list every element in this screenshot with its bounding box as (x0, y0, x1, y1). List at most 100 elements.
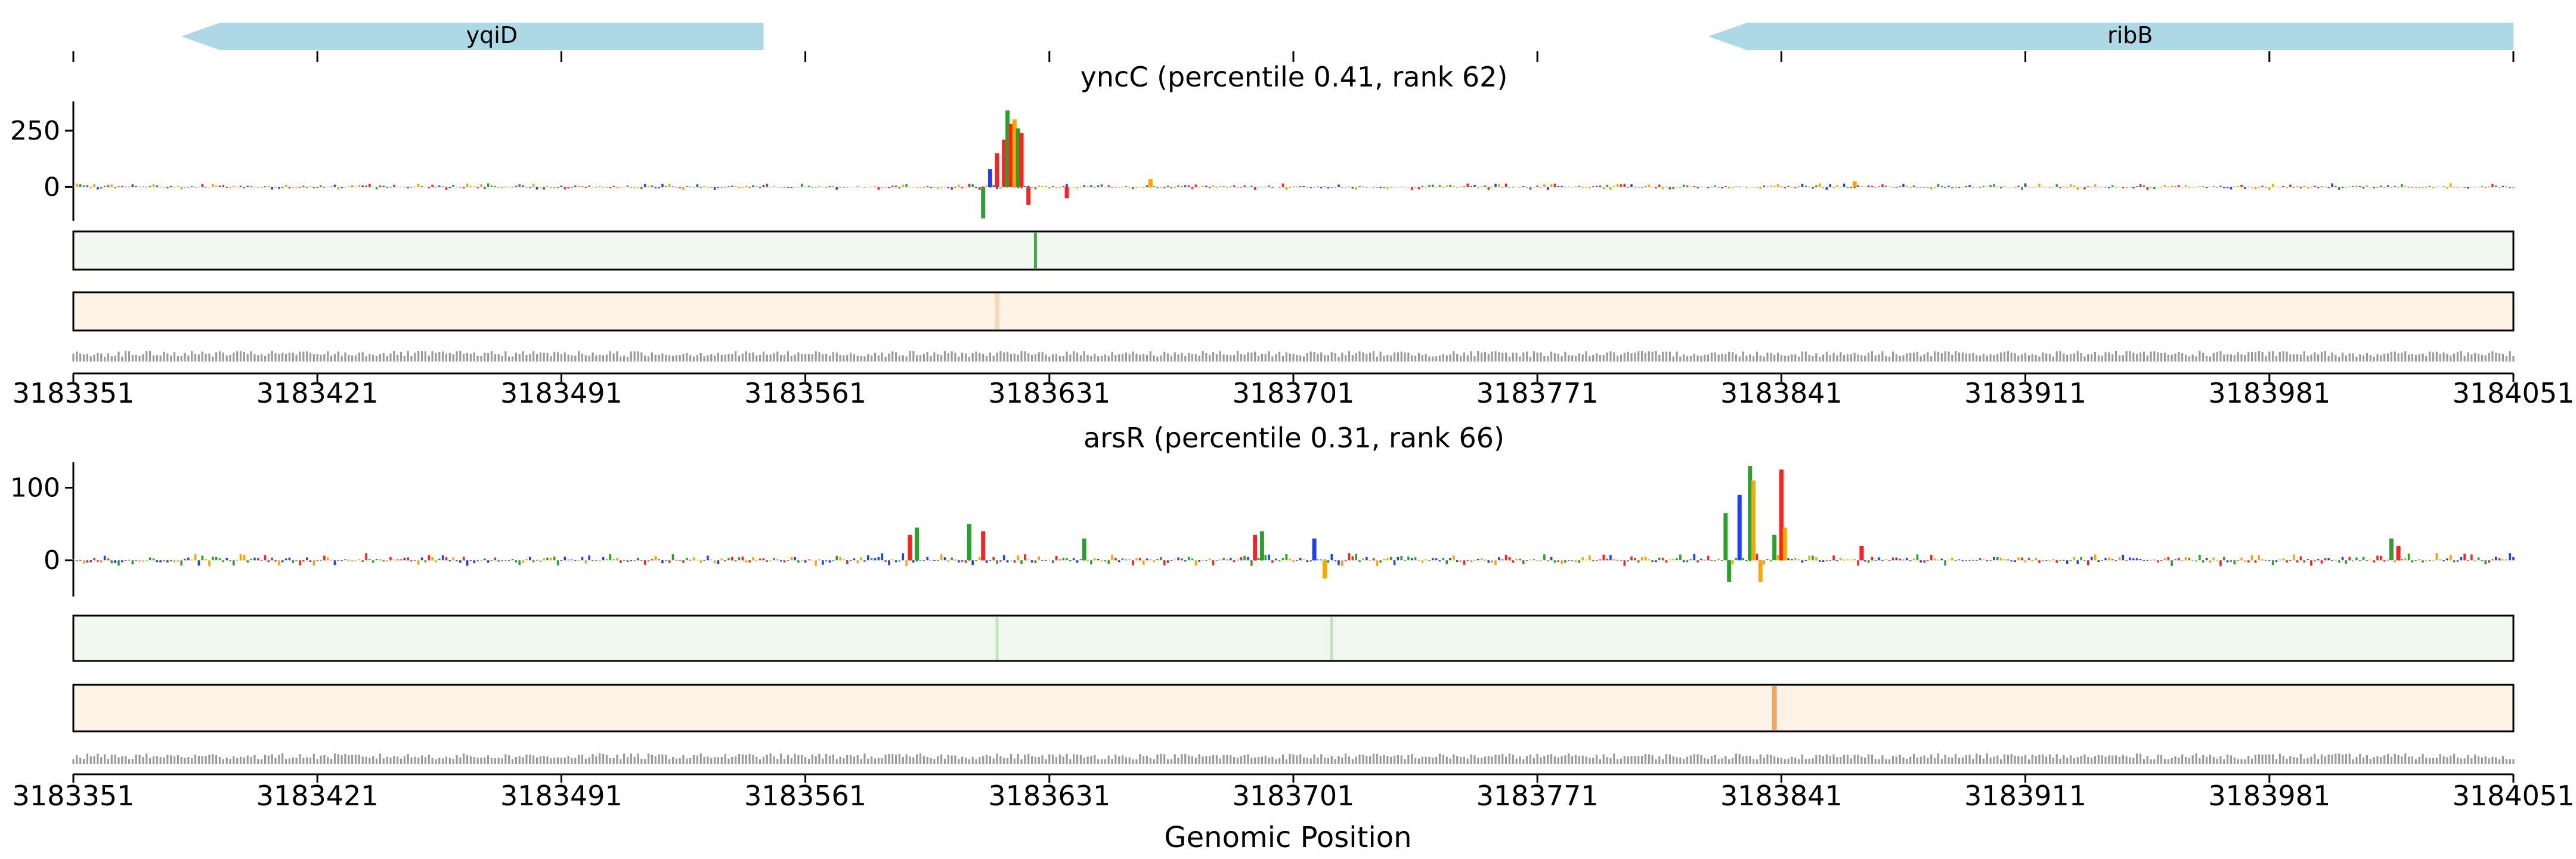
sequence-glyph (1473, 755, 1476, 764)
background-bar (1453, 186, 1455, 187)
sequence-glyph (501, 356, 503, 361)
background-bar (351, 186, 354, 187)
sequence-glyph (1693, 754, 1695, 764)
background-bar (1407, 556, 1410, 561)
background-bar (2135, 558, 2138, 561)
background-bar (2432, 187, 2435, 189)
sequence-glyph (337, 351, 339, 361)
sequence-glyph (2157, 754, 2159, 764)
background-bar (933, 560, 936, 561)
background-bar (2299, 556, 2302, 561)
background-bar (371, 560, 374, 563)
sequence-glyph (2240, 354, 2243, 361)
background-bar (2348, 557, 2351, 561)
background-bar (577, 186, 580, 187)
sequence-glyph (1145, 755, 1148, 764)
sequence-glyph (1435, 756, 1438, 764)
sequence-glyph (1069, 354, 1072, 361)
sequence-glyph (201, 756, 203, 764)
sequence-glyph (1885, 356, 1887, 361)
sequence-glyph (1121, 354, 1124, 361)
background-bar (233, 560, 235, 566)
sequence-glyph (1951, 354, 1953, 361)
sequence-glyph (2498, 759, 2501, 764)
sequence-glyph (1362, 755, 1364, 764)
background-bar (996, 187, 998, 189)
background-bar (239, 554, 242, 561)
sequence-glyph (233, 756, 235, 764)
sequence-glyph (205, 756, 207, 764)
background-bar (556, 560, 559, 566)
background-bar (107, 558, 110, 561)
background-bar (905, 560, 908, 566)
sequence-glyph (1617, 356, 1619, 361)
background-bar (2108, 557, 2110, 561)
sequence-glyph (1899, 754, 1901, 764)
sequence-glyph (1156, 356, 1159, 361)
sequence-glyph (1568, 355, 1570, 361)
sequence-glyph (1017, 354, 1019, 361)
y-tick-label: 0 (44, 545, 60, 576)
background-bar (2358, 186, 2361, 187)
sequence-glyph (2383, 755, 2386, 764)
background-bar (1745, 560, 1748, 561)
background-bar (1163, 560, 1166, 566)
background-bar (1212, 560, 1215, 566)
sequence-glyph (117, 351, 120, 361)
background-bar (407, 187, 409, 189)
sequence-glyph (2512, 356, 2515, 361)
sequence-glyph (1226, 354, 1228, 361)
sequence-glyph (1825, 351, 1828, 361)
background-bar (420, 557, 423, 561)
background-bar (713, 187, 716, 190)
sequence-glyph (1700, 755, 1702, 764)
background-bar (692, 557, 695, 561)
sequence-glyph (1819, 755, 1821, 764)
background-bar (2289, 184, 2292, 187)
sequence-glyph (1972, 353, 1974, 361)
sequence-glyph (999, 756, 1002, 764)
sequence-glyph (2191, 755, 2194, 764)
sequence-glyph (1100, 356, 1103, 361)
background-bar (1355, 187, 1358, 190)
sequence-glyph (2146, 755, 2148, 764)
sequence-glyph (2484, 355, 2487, 361)
sequence-glyph (1264, 353, 1267, 361)
sequence-glyph (1561, 356, 1563, 361)
background-bar (832, 560, 835, 561)
sequence-glyph (1366, 756, 1368, 764)
panel-title: arsR (percentile 0.31, rank 66) (1083, 422, 1504, 454)
sequence-glyph (1212, 352, 1215, 361)
x-tick-label: 3183351 (13, 780, 135, 812)
background-bar (532, 560, 535, 563)
sequence-glyph (1390, 756, 1392, 764)
sequence-glyph (2275, 759, 2278, 764)
sequence-glyph (1449, 758, 1451, 764)
sequence-glyph (1996, 354, 1999, 361)
orange-heat-track (72, 291, 2515, 332)
background-bar (919, 560, 922, 561)
sequence-glyph (1595, 353, 1598, 361)
sequence-glyph (1540, 757, 1542, 764)
sequence-glyph (361, 756, 364, 764)
sequence-glyph (348, 354, 350, 361)
y-tick-label: 250 (10, 116, 60, 146)
background-bar (738, 187, 741, 189)
sequence-glyph (1578, 353, 1580, 361)
sequence-glyph (1735, 753, 1738, 764)
background-bar (316, 560, 318, 561)
background-bar (926, 557, 928, 561)
sequence-glyph (1337, 356, 1340, 361)
sequence-glyph (1522, 759, 1525, 764)
background-bar (2394, 560, 2397, 563)
sequence-glyph (1055, 757, 1058, 764)
background-bar (1038, 185, 1041, 187)
background-bar (758, 558, 761, 561)
background-bar (856, 186, 859, 187)
background-bar (2223, 557, 2225, 561)
background-bar (2174, 559, 2176, 561)
background-bar (1881, 560, 1884, 561)
sequence-glyph (2097, 755, 2100, 764)
background-bar (2261, 186, 2264, 187)
sequence-glyph (372, 756, 374, 764)
